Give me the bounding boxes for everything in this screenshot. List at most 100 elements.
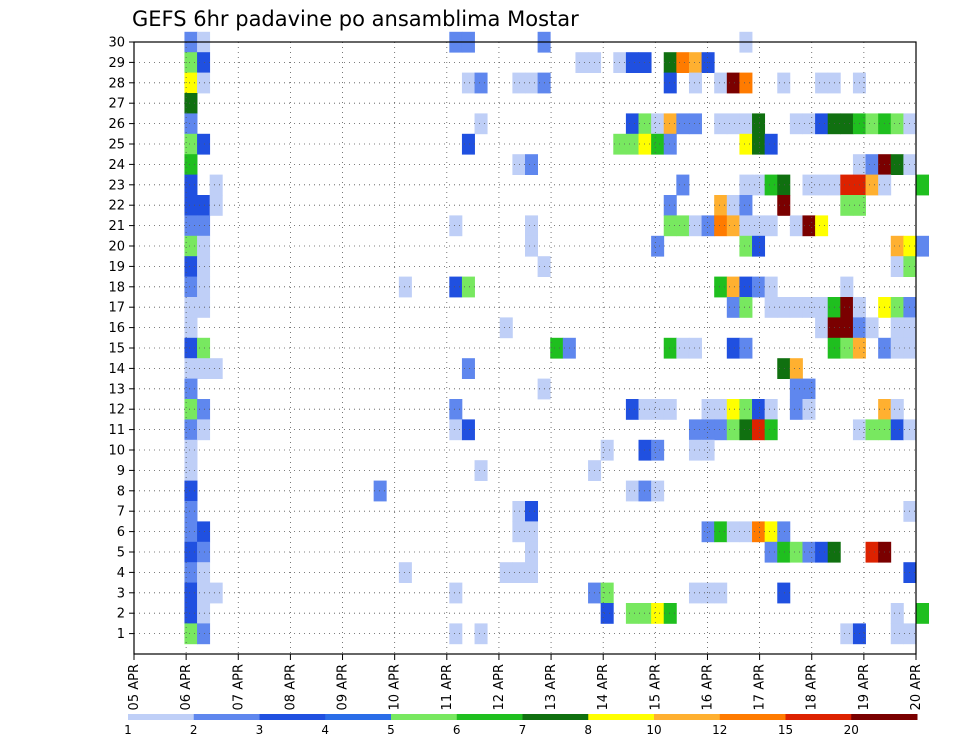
heatmap-cell xyxy=(184,582,198,604)
heatmap-cell xyxy=(575,52,589,73)
heatmap-cell xyxy=(865,154,879,175)
x-tick-label: 20 APR xyxy=(909,664,924,710)
heatmap-cell xyxy=(209,358,223,379)
heatmap-cell xyxy=(197,195,211,216)
y-tick-label: 6 xyxy=(117,525,125,540)
heatmap-cell xyxy=(197,337,211,359)
heatmap-cell xyxy=(184,52,198,73)
heatmap-cell xyxy=(714,215,728,237)
colorbar-swatch xyxy=(128,714,195,720)
heatmap-cell xyxy=(890,419,904,441)
heatmap-cell xyxy=(663,52,677,73)
heatmap-cell xyxy=(739,399,753,420)
heatmap-cell xyxy=(525,235,539,257)
colorbar-swatch xyxy=(391,714,458,720)
x-tick-label: 14 APR xyxy=(596,664,611,710)
colorbar-label: 7 xyxy=(519,723,527,737)
heatmap-cell xyxy=(398,562,412,583)
heatmap-cell xyxy=(209,174,223,196)
heatmap-cell xyxy=(752,113,766,135)
heatmap-cell xyxy=(651,439,665,461)
heatmap-cell xyxy=(184,623,198,645)
heatmap-cell xyxy=(625,480,639,502)
heatmap-cell xyxy=(815,113,829,135)
heatmap-cell xyxy=(525,501,539,522)
heatmap-cell xyxy=(373,480,387,502)
heatmap-cell xyxy=(890,154,904,175)
heatmap-cells xyxy=(184,31,930,645)
x-axis-ticks: 05 APR 06 APR 07 APR 08 APR 09 APR 10 APR 11 A… xyxy=(127,654,924,710)
heatmap-cell xyxy=(802,399,816,420)
heatmap-cell xyxy=(474,113,488,135)
heatmap-cell xyxy=(197,521,211,543)
heatmap-cell xyxy=(676,337,690,359)
heatmap-cell xyxy=(752,133,766,155)
y-tick-label: 30 xyxy=(108,36,125,51)
heatmap-cell xyxy=(676,52,690,73)
heatmap-cell xyxy=(676,113,690,135)
heatmap-cell xyxy=(512,72,526,94)
heatmap-cell xyxy=(789,215,803,237)
heatmap-cell xyxy=(789,358,803,379)
heatmap-cell xyxy=(184,460,198,481)
heatmap-cell xyxy=(663,215,677,237)
heatmap-cell xyxy=(739,337,753,359)
colorbar-label: 15 xyxy=(778,723,793,737)
heatmap-cell xyxy=(663,337,677,359)
heatmap-cell xyxy=(550,337,564,359)
heatmap-cell xyxy=(525,521,539,543)
heatmap-cell xyxy=(197,235,211,257)
heatmap-cell xyxy=(461,276,475,298)
heatmap-cell xyxy=(726,276,740,298)
heatmap-cell xyxy=(726,297,740,318)
colorbar-label: 1 xyxy=(124,723,132,737)
heatmap-cell xyxy=(184,337,198,359)
heatmap-cell xyxy=(701,582,715,604)
y-tick-label: 18 xyxy=(108,280,125,295)
heatmap-cell xyxy=(449,582,463,604)
x-tick-label: 18 APR xyxy=(805,664,820,710)
heatmap-cell xyxy=(764,133,778,155)
heatmap-cell xyxy=(184,215,198,237)
heatmap-cell xyxy=(701,439,715,461)
y-tick-label: 13 xyxy=(108,382,125,397)
heatmap-cell xyxy=(625,52,639,73)
heatmap-cell xyxy=(209,195,223,216)
heatmap-cell xyxy=(764,174,778,196)
heatmap-cell xyxy=(663,603,677,624)
heatmap-cell xyxy=(651,603,665,624)
heatmap-cell xyxy=(184,358,198,379)
heatmap-cell xyxy=(701,215,715,237)
heatmap-cell xyxy=(890,337,904,359)
heatmap-cell xyxy=(840,317,854,339)
heatmap-cell xyxy=(890,317,904,339)
y-tick-label: 16 xyxy=(108,321,125,336)
y-tick-label: 19 xyxy=(108,260,125,275)
colorbar-label: 12 xyxy=(712,723,727,737)
colorbar-swatch xyxy=(193,714,260,720)
heatmap-cell xyxy=(184,174,198,196)
heatmap-cell xyxy=(184,480,198,502)
y-tick-label: 14 xyxy=(108,362,125,377)
heatmap-cell xyxy=(701,521,715,543)
heatmap-cell xyxy=(625,133,639,155)
colorbar-label: 20 xyxy=(844,723,859,737)
heatmap-cell xyxy=(184,419,198,441)
x-tick-label: 16 APR xyxy=(700,664,715,710)
heatmap-cell xyxy=(461,358,475,379)
heatmap-cell xyxy=(184,276,198,298)
heatmap-cell xyxy=(714,582,728,604)
heatmap-cell xyxy=(714,195,728,216)
heatmap-cell xyxy=(815,317,829,339)
heatmap-cell xyxy=(840,276,854,298)
heatmap-cell xyxy=(916,235,930,257)
heatmap-cell xyxy=(739,235,753,257)
x-tick-label: 11 APR xyxy=(440,664,455,710)
heatmap-cell xyxy=(197,358,211,379)
heatmap-cell xyxy=(197,133,211,155)
heatmap-cell xyxy=(726,195,740,216)
heatmap-cell xyxy=(663,399,677,420)
y-axis-ticks: 1234567891011121314151617181920212223242… xyxy=(108,36,134,642)
heatmap-cell xyxy=(512,154,526,175)
heatmap-cell xyxy=(638,113,652,135)
